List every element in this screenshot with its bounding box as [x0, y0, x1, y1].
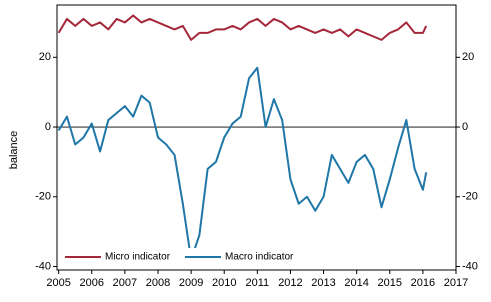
x-tick-label: 2012 [278, 277, 302, 289]
y-tick-label: -20 [35, 191, 51, 203]
x-tick-label: 2005 [46, 277, 70, 289]
x-tick-label: 2008 [146, 277, 170, 289]
x-tick-label: 2011 [245, 277, 269, 289]
x-tick-label: 2017 [444, 277, 468, 289]
y2-tick-label: 0 [462, 121, 468, 133]
y-tick-label: 20 [39, 51, 51, 63]
x-tick-label: 2015 [378, 277, 402, 289]
legend-label: Macro indicator [225, 252, 294, 263]
y2-tick-label: -20 [462, 191, 478, 203]
x-tick-label: 2010 [212, 277, 236, 289]
legend-label: Micro indicator [105, 252, 171, 263]
y2-tick-label: 20 [462, 51, 474, 63]
plot-frame [56, 4, 457, 271]
series-line [57, 14, 428, 41]
x-tick-label: 2009 [179, 277, 203, 289]
series-line [57, 66, 428, 261]
y2-tick-label: -40 [462, 260, 478, 272]
x-tick-label: 2014 [344, 277, 368, 289]
x-tick-label: 2006 [80, 277, 104, 289]
x-tick-label: 2013 [311, 277, 335, 289]
x-tick-label: 2016 [411, 277, 435, 289]
legend: Micro indicator Macro indicator [61, 248, 311, 266]
x-tick-label: 2007 [113, 277, 137, 289]
y-tick-label: 0 [45, 121, 51, 133]
y-axis-label: balance [8, 131, 20, 170]
y-tick-label: -40 [35, 260, 51, 272]
